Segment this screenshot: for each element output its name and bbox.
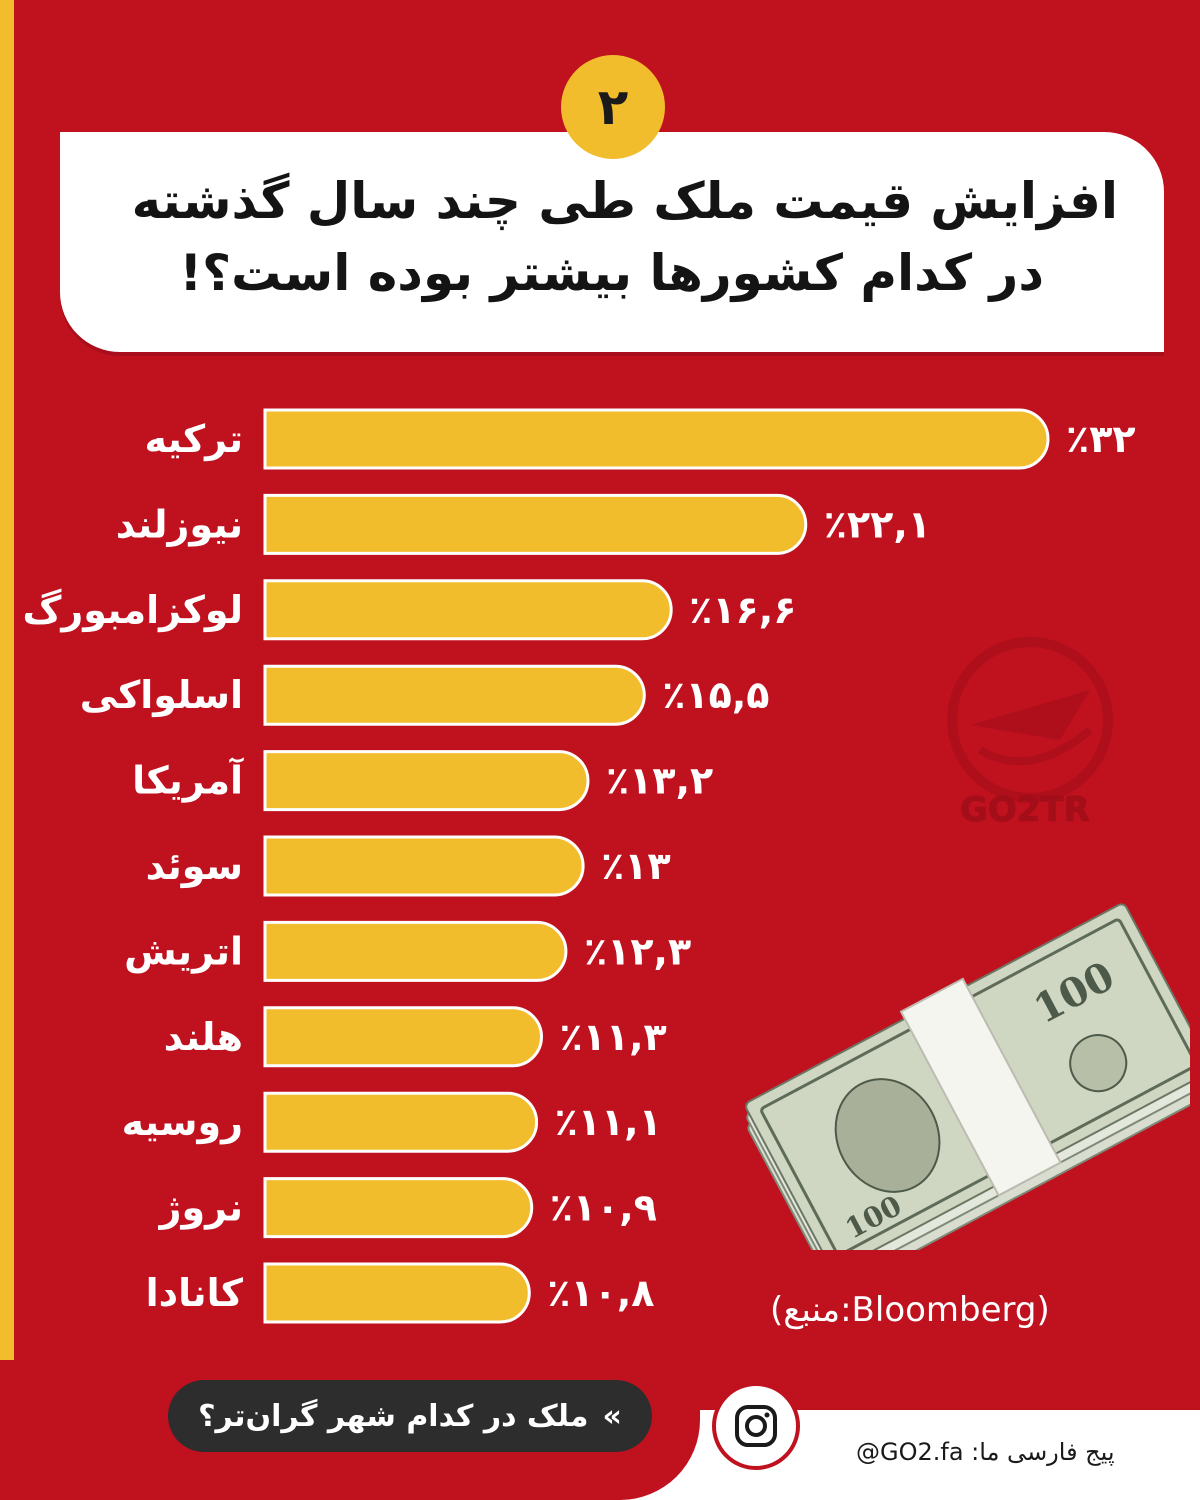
- value-label: ٪۱۰,۸: [547, 1271, 654, 1315]
- bar: [263, 408, 1050, 470]
- value-label: ٪۱۱,۱: [555, 1100, 662, 1144]
- value-label: ٪۱۶,۶: [689, 588, 796, 632]
- category-label: نیوزلند: [116, 502, 243, 546]
- value-label: ٪۱۱,۳: [559, 1015, 666, 1059]
- bar: [263, 1091, 539, 1153]
- category-label: روسیه: [122, 1100, 243, 1145]
- category-label: اتریش: [124, 929, 243, 973]
- slide-number-badge: ۲: [561, 55, 665, 159]
- value-label: ٪۱۲,۳: [584, 929, 691, 973]
- slide-number: ۲: [597, 78, 629, 136]
- bar: [263, 835, 585, 897]
- category-label: اسلواکی: [80, 673, 243, 717]
- bar: [263, 750, 590, 812]
- title-card: افزایش قیمت ملک طی چند سال گذشته در کدام…: [60, 132, 1164, 352]
- watermark-text: GO2TR: [960, 790, 1090, 830]
- value-label: ٪۱۳: [601, 844, 671, 888]
- chevron-left-icon: «: [602, 1398, 622, 1434]
- value-label: ٪۱۰,۹: [550, 1186, 657, 1230]
- page-handle: پیج فارسی ما: GO2.fa@: [856, 1438, 1115, 1466]
- value-label: ٪۲۲,۱: [824, 502, 931, 546]
- value-label: ٪۱۳,۲: [606, 759, 713, 803]
- left-accent-strip: [0, 0, 14, 1500]
- related-post-link[interactable]: ملک در کدام شهر گران‌تر؟ «: [168, 1380, 652, 1452]
- bar: [263, 1006, 543, 1068]
- source-note: (منبع:Bloomberg): [770, 1290, 1050, 1330]
- title-line-2: در کدام کشورها بیشتر بوده است؟!: [179, 244, 1044, 302]
- title-line-1: افزایش قیمت ملک طی چند سال گذشته: [131, 172, 1118, 230]
- value-label: ٪۱۵,۵: [662, 673, 769, 717]
- instagram-button[interactable]: [712, 1382, 800, 1470]
- bar-chart: ترکیه ٪۳۲ نیوزلند ٪۲۲,۱ لوکزامبورگ ٪۱۶,۶ اسلوا…: [22, 408, 1136, 1324]
- related-post-label: ملک در کدام شهر گران‌تر؟: [198, 1398, 589, 1434]
- category-label: ترکیه: [144, 417, 243, 461]
- instagram-icon: [735, 1405, 777, 1447]
- bar: [263, 493, 808, 555]
- category-label: نروژ: [158, 1186, 243, 1231]
- money-stack-icon: 100 100: [745, 903, 1190, 1250]
- category-label: لوکزامبورگ: [22, 588, 243, 632]
- value-label: ٪۳۲: [1066, 417, 1136, 461]
- watermark-logo-icon: [947, 637, 1113, 803]
- bar: [263, 1262, 531, 1324]
- category-label: آمریکا: [132, 757, 244, 803]
- bar: [263, 920, 568, 982]
- category-label: سوئد: [146, 844, 243, 888]
- category-label: کانادا: [146, 1271, 244, 1315]
- bar: [263, 1177, 534, 1239]
- bar: [263, 579, 673, 641]
- category-label: هلند: [164, 1015, 243, 1059]
- bar: [263, 664, 646, 726]
